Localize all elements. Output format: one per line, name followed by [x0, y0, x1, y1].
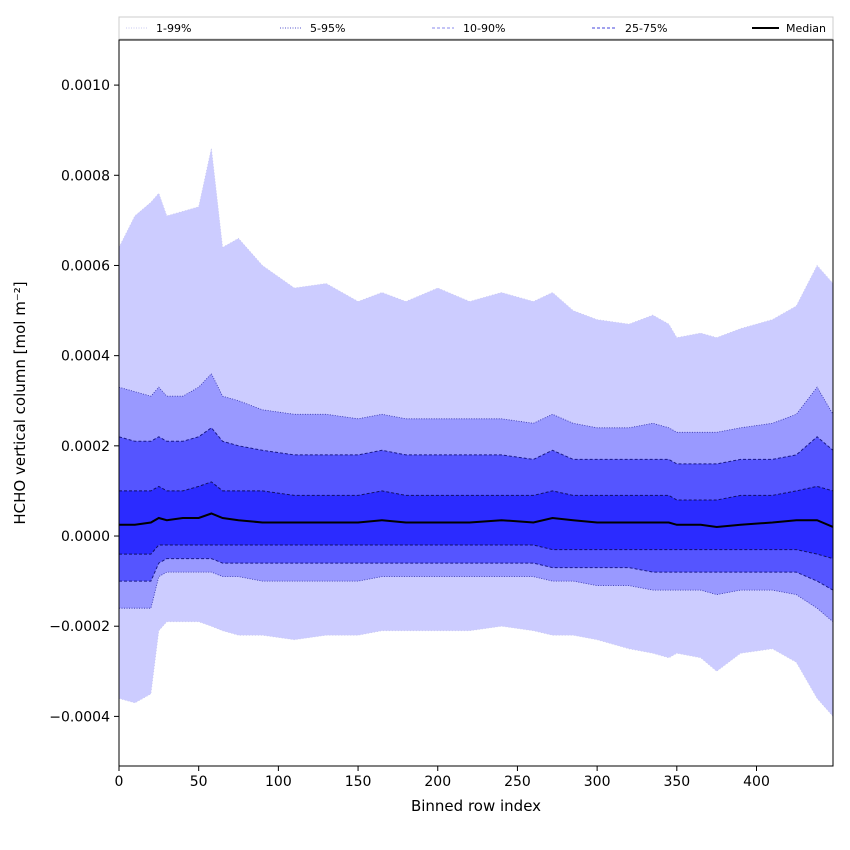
x-tick-label: 250 — [504, 774, 531, 790]
x-tick-label: 200 — [424, 774, 451, 790]
plot-frame — [118, 39, 834, 767]
y-tick-label: 0.0006 — [61, 258, 110, 274]
y-tick-label: 0.0000 — [61, 529, 110, 545]
y-axis-ticks: −0.0004 −0.0002 0.0000 0.0002 0.0004 0.0006 0.… — [49, 78, 119, 725]
y-tick-label: 0.0004 — [61, 349, 110, 365]
x-tick-label: 150 — [345, 774, 372, 790]
legend-label-5-95: 5-95% — [310, 22, 345, 35]
line-5-95-lower — [119, 571, 833, 623]
y-axis-label: HCHO vertical column [mol m⁻²] — [11, 281, 29, 524]
x-axis-ticks: 0 50 100 150 200 250 300 350 400 — [115, 766, 770, 790]
y-tick-label: 0.0010 — [61, 78, 110, 94]
y-tick-label: −0.0002 — [49, 619, 110, 635]
y-tick-label: 0.0008 — [61, 168, 110, 184]
x-tick-label: 0 — [115, 774, 124, 790]
x-tick-label: 300 — [584, 774, 611, 790]
y-tick-label: 0.0002 — [61, 439, 110, 455]
x-tick-label: 350 — [663, 774, 690, 790]
legend-box — [118, 16, 834, 40]
y-tick-label: −0.0004 — [49, 709, 110, 725]
x-tick-label: 50 — [190, 774, 208, 790]
legend-label-1-99: 1-99% — [156, 22, 191, 35]
x-tick-label: 400 — [743, 774, 770, 790]
line-25-75-upper — [119, 481, 833, 501]
legend-label-10-90: 10-90% — [463, 22, 505, 35]
line-median — [119, 512, 833, 529]
line-25-75-lower — [119, 544, 833, 560]
legend: 1-99% 5-95% 10-90% 25-75% Median — [118, 16, 834, 40]
percentile-bands — [119, 148, 833, 717]
x-axis-label: Binned row index — [411, 797, 541, 815]
line-1-99-lower — [119, 621, 833, 717]
band-25-75 — [119, 481, 833, 559]
percentile-lines — [119, 148, 833, 717]
line-10-90-upper — [119, 427, 833, 465]
legend-label-median: Median — [786, 22, 826, 35]
line-1-99-upper — [119, 148, 833, 339]
legend-label-25-75: 25-75% — [625, 22, 667, 35]
x-tick-label: 100 — [265, 774, 292, 790]
